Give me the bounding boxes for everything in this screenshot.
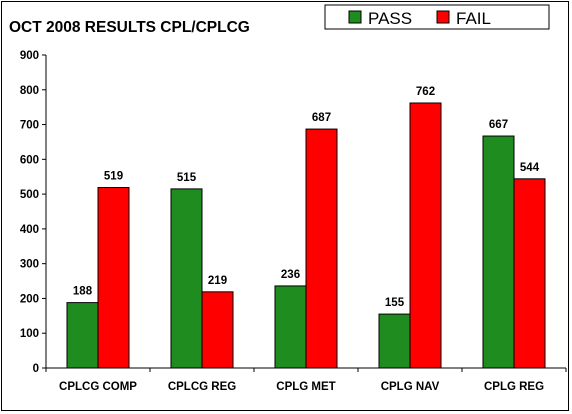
y-tick-label: 800 [20, 85, 39, 97]
data-label-fail: 544 [520, 162, 540, 174]
data-label-pass: 236 [281, 269, 300, 281]
y-tick-label: 900 [20, 50, 39, 62]
bar-pass [66, 302, 99, 369]
x-axis: CPLCG COMP CPLCG REG CPLG MET CPLG NAV CPLG … [45, 367, 567, 393]
y-tick-label: 700 [20, 120, 39, 132]
chart-title: OCT 2008 RESULTS CPL/CPLCG [9, 19, 250, 36]
data-label-fail: 219 [208, 275, 227, 287]
legend-swatch-fail [436, 10, 450, 24]
bar-fail [201, 291, 234, 369]
legend-swatch-pass [348, 10, 362, 24]
y-tick-label: 500 [20, 189, 39, 201]
x-category-label: CPLG MET [276, 381, 335, 393]
data-label-fail: 519 [104, 171, 123, 183]
legend-label-fail: FAIL [456, 9, 491, 28]
bar-fail [97, 187, 130, 369]
bars [66, 102, 546, 369]
y-axis: 0 100 200 300 400 500 600 700 800 900 [20, 50, 47, 375]
x-category-label: CPLCG COMP [59, 381, 137, 393]
y-tick-label: 200 [20, 293, 39, 305]
data-label-pass: 155 [385, 297, 405, 309]
y-tick-label: 400 [20, 224, 39, 236]
data-label-pass: 188 [73, 286, 93, 298]
data-labels: 188 519 515 219 236 687 155 762 667 544 [73, 86, 540, 309]
bar-fail [305, 128, 338, 369]
y-tick-label: 300 [20, 259, 39, 271]
x-category-label: CPLCG REG [168, 381, 236, 393]
data-label-pass: 515 [177, 172, 197, 184]
bar-fail [513, 178, 546, 369]
bar-pass [170, 188, 203, 369]
bar-pass [274, 285, 307, 369]
y-tick-label: 100 [20, 328, 39, 340]
data-label-pass: 667 [489, 119, 508, 131]
x-category-label: CPLG NAV [381, 381, 440, 393]
y-tick-label: 0 [33, 363, 39, 375]
bar-fail [409, 102, 442, 369]
legend-label-pass: PASS [368, 9, 412, 28]
bar-pass [482, 135, 515, 369]
x-category-label: CPLG REG [484, 381, 544, 393]
legend: PASS FAIL [324, 4, 550, 30]
bar-pass [378, 313, 411, 369]
y-tick-label: 600 [20, 154, 39, 166]
data-label-fail: 762 [416, 86, 435, 98]
data-label-fail: 687 [312, 112, 331, 124]
